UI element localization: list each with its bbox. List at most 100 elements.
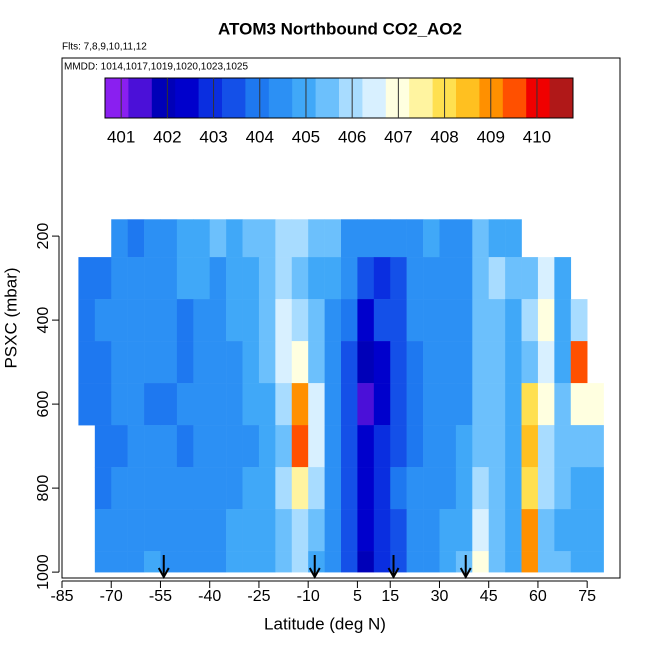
cell [94,467,112,510]
cell [439,299,457,342]
cell [537,551,555,573]
cell [291,425,309,468]
cell [160,219,178,258]
cell [505,509,522,552]
colorbar-tick-label: 402 [153,127,181,146]
cell [587,551,604,573]
cell [537,257,555,300]
cell [291,257,309,300]
heatmap [78,219,604,573]
cell [193,467,211,510]
colorbar-block [245,78,270,118]
cell [176,383,194,426]
cell [521,299,539,342]
cell [587,509,604,552]
cell [275,383,293,426]
cell [373,383,391,426]
cell [521,467,539,510]
cell [570,467,588,510]
colorbar-block [362,78,387,118]
cell [242,341,260,384]
cell [226,341,243,384]
flight-marker-head [459,567,472,580]
cell [94,299,112,342]
cell [455,551,473,573]
cell [242,257,260,300]
cell [488,467,506,510]
cell [226,467,243,510]
cell [94,257,112,300]
cell [209,383,227,426]
cell [193,257,211,300]
cell [176,299,194,342]
cell [242,509,260,552]
cell [291,467,309,510]
cell [488,299,506,342]
cell [521,383,539,426]
colorbar-block [385,78,410,118]
x-tick-label: -70 [100,588,123,605]
colorbar-block [292,78,316,118]
cell [570,425,588,468]
plot-frame [61,57,621,579]
cell [78,257,96,300]
cell [406,467,424,510]
cell [423,299,440,342]
cell [78,299,96,342]
cell [111,341,128,384]
cell [439,383,457,426]
flight-marker-head [387,567,400,580]
colorbar-block [268,78,293,118]
cell [341,425,358,468]
y-tick-label: 400 [35,307,52,334]
cell [291,219,309,258]
y-axis-label: PSXC (mbar) [1,267,20,368]
x-tick-label: 15 [381,588,399,605]
cell [537,467,555,510]
cell [554,341,572,384]
cell [390,299,407,342]
cell [390,341,407,384]
cell [127,257,145,300]
colorbar-block [222,78,246,118]
cell [423,341,440,384]
cell [373,257,391,300]
x-tick-label: -25 [247,588,270,605]
cell [472,341,490,384]
cell [537,425,555,468]
cell [455,509,473,552]
cell [324,383,342,426]
cell [357,257,375,300]
cell [537,383,555,426]
cell [291,551,309,573]
cell [258,257,276,300]
cell [472,509,490,552]
cell [78,383,96,426]
cell [176,425,194,468]
cell [341,219,358,258]
cell [554,425,572,468]
x-axis-label: Latitude (deg N) [264,614,386,633]
cell [341,467,358,510]
cell [144,341,161,384]
cell [406,257,424,300]
cell [275,299,293,342]
cell [341,257,358,300]
cell [160,341,178,384]
cell [94,425,112,468]
cell [341,509,358,552]
cell [176,219,194,258]
cell [226,551,243,573]
cell [455,299,473,342]
colorbar: 401 402 403 404 405 406 407 408 409 410 [104,77,574,146]
cell [373,509,391,552]
cell [94,509,112,552]
cell [176,551,194,573]
cell [193,551,211,573]
cell [258,383,276,426]
cell [94,341,112,384]
cell [488,219,506,258]
cell [111,509,128,552]
y-tick-label: 200 [35,223,52,250]
cell [423,257,440,300]
